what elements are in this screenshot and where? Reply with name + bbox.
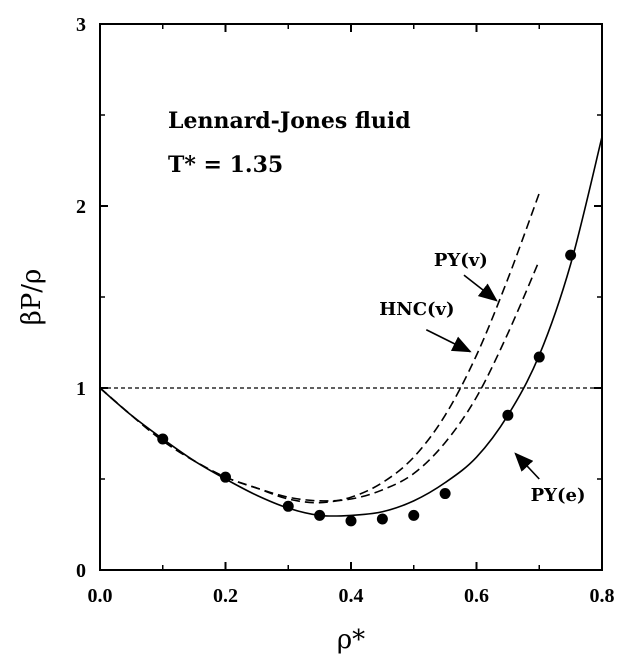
- curve-arrow-py-e: [514, 452, 540, 480]
- y-tick-label: 0: [76, 560, 86, 582]
- curve-label-hnc-v: HNC(v): [379, 299, 454, 320]
- curve-arrow-py-v: [463, 274, 498, 302]
- x-tick-label: 0.6: [464, 585, 489, 607]
- curve-label-py-e: PY(e): [531, 485, 586, 506]
- y-tick-label: 3: [76, 14, 86, 36]
- data-point-simulation: [345, 515, 357, 527]
- x-tick-label: 0.0: [88, 585, 113, 607]
- data-point-simulation: [502, 409, 514, 421]
- annotation-title: Lennard-Jones fluid: [168, 108, 411, 134]
- series-line-py-v: [99, 260, 540, 502]
- plot-area: [99, 23, 603, 571]
- marker-layer: [157, 249, 577, 527]
- series-line-hnc-v: [99, 192, 541, 504]
- x-tick-label: 0.8: [590, 585, 615, 607]
- annotation-temperature: T* = 1.35: [168, 152, 283, 178]
- curve-arrow-hnc-v: [425, 329, 472, 353]
- data-point-simulation: [282, 500, 294, 512]
- x-tick-label: 0.4: [339, 585, 364, 607]
- y-tick-label: 1: [76, 378, 86, 400]
- data-point-simulation: [220, 471, 231, 483]
- data-point-simulation: [314, 509, 326, 521]
- curve-label-py-v: PY(v): [434, 250, 488, 271]
- curve-label-layer: PY(v) HNC(v) PY(e): [379, 250, 585, 506]
- data-point-simulation: [565, 249, 577, 261]
- y-tick-label: 2: [76, 196, 86, 218]
- data-point-simulation: [157, 433, 169, 445]
- y-axis-label: βP/ρ: [17, 269, 47, 326]
- data-point-simulation: [439, 488, 451, 500]
- data-point-simulation: [376, 513, 388, 525]
- curve-layer: [99, 136, 603, 517]
- x-tick-label: 0.2: [213, 585, 238, 607]
- x-axis-label: ρ*: [337, 625, 365, 655]
- data-point-simulation: [408, 509, 420, 521]
- data-point-simulation: [533, 351, 545, 363]
- tick-layer: 0.0 0.2 0.4 0.6 0.8 0 1 2 3: [76, 14, 615, 607]
